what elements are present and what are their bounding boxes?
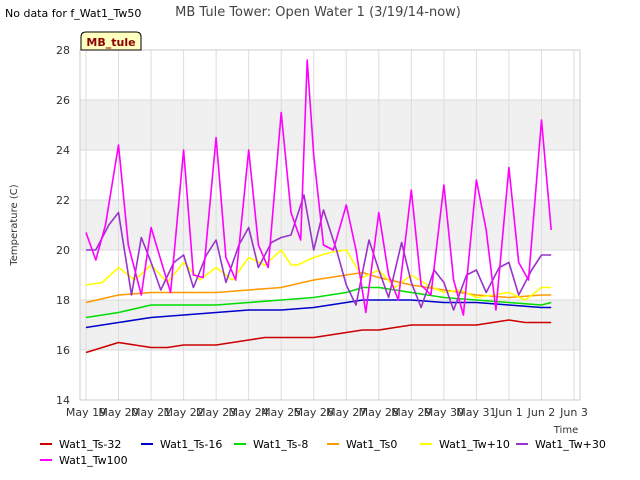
legend-label-Wat1_Ts0: Wat1_Ts0 <box>346 438 397 451</box>
series-line-Wat1_Tw100 <box>85 59 552 316</box>
band-2 <box>80 100 580 150</box>
x-tick-label: May 20 <box>98 406 138 419</box>
y-tick-label: 14 <box>56 394 70 407</box>
legend-label-Wat1_Ts-16: Wat1_Ts-16 <box>160 438 222 451</box>
legend-label-Wat1_Ts-32: Wat1_Ts-32 <box>59 438 121 451</box>
x-tick-label: May 26 <box>294 406 334 419</box>
x-tick-label: May 21 <box>131 406 171 419</box>
y-tick-label: 20 <box>56 244 70 257</box>
x-tick-label: May 19 <box>66 406 106 419</box>
plot-area-frame <box>79 49 581 401</box>
site-label: MB_tule <box>86 36 135 49</box>
x-tick-label: May 25 <box>261 406 301 419</box>
x-tick-label: Jun 2 <box>527 406 556 419</box>
legend-label-Wat1_Ts-8: Wat1_Ts-8 <box>253 438 308 451</box>
x-tick-label: May 30 <box>424 406 464 419</box>
x-tick-label: May 27 <box>326 406 366 419</box>
x-tick-label: May 24 <box>229 406 269 419</box>
y-axis-label: Temperature (C) <box>9 184 20 266</box>
y-tick-label: 28 <box>56 44 70 57</box>
legend-label-Wat1_Tw+30: Wat1_Tw+30 <box>535 438 606 451</box>
legend-label-Wat1_Tw100: Wat1_Tw100 <box>59 454 128 467</box>
series-line-Wat1_Ts-16 <box>85 299 552 329</box>
legend-label-Wat1_Tw+10: Wat1_Tw+10 <box>439 438 510 451</box>
x-tick-label: Jun 1 <box>494 406 523 419</box>
x-tick-label: May 23 <box>196 406 236 419</box>
x-tick-label: Jun 3 <box>559 406 588 419</box>
band-0 <box>80 300 580 350</box>
x-tick-label: May 28 <box>359 406 399 419</box>
y-tick-label: 24 <box>56 144 70 157</box>
y-tick-label: 22 <box>56 194 70 207</box>
chart-title: MB Tule Tower: Open Water 1 (3/19/14-now… <box>175 5 461 20</box>
series-line-Wat1_Ts-8 <box>85 286 552 319</box>
x-axis-label: Time <box>553 425 578 436</box>
x-tick-label: May 29 <box>391 406 431 419</box>
series-line-Wat1_Ts-32 <box>85 319 552 354</box>
y-tick-label: 18 <box>56 294 70 307</box>
series-line-Wat1_Tw+30 <box>86 194 552 311</box>
band-1 <box>80 200 580 250</box>
x-tick-label: May 22 <box>163 406 203 419</box>
y-tick-label: 26 <box>56 94 70 107</box>
site-label-box: MB_tule <box>80 31 142 51</box>
legend: Wat1_Ts-32 Wat1_Ts-16 Wat1_Ts-8 Wat1_Ts0 Wat… <box>40 438 606 467</box>
no-data-note: No data for f_Wat1_Tw50 <box>5 7 142 20</box>
y-tick-label: 16 <box>56 344 70 357</box>
x-tick-label: May 31 <box>456 406 496 419</box>
